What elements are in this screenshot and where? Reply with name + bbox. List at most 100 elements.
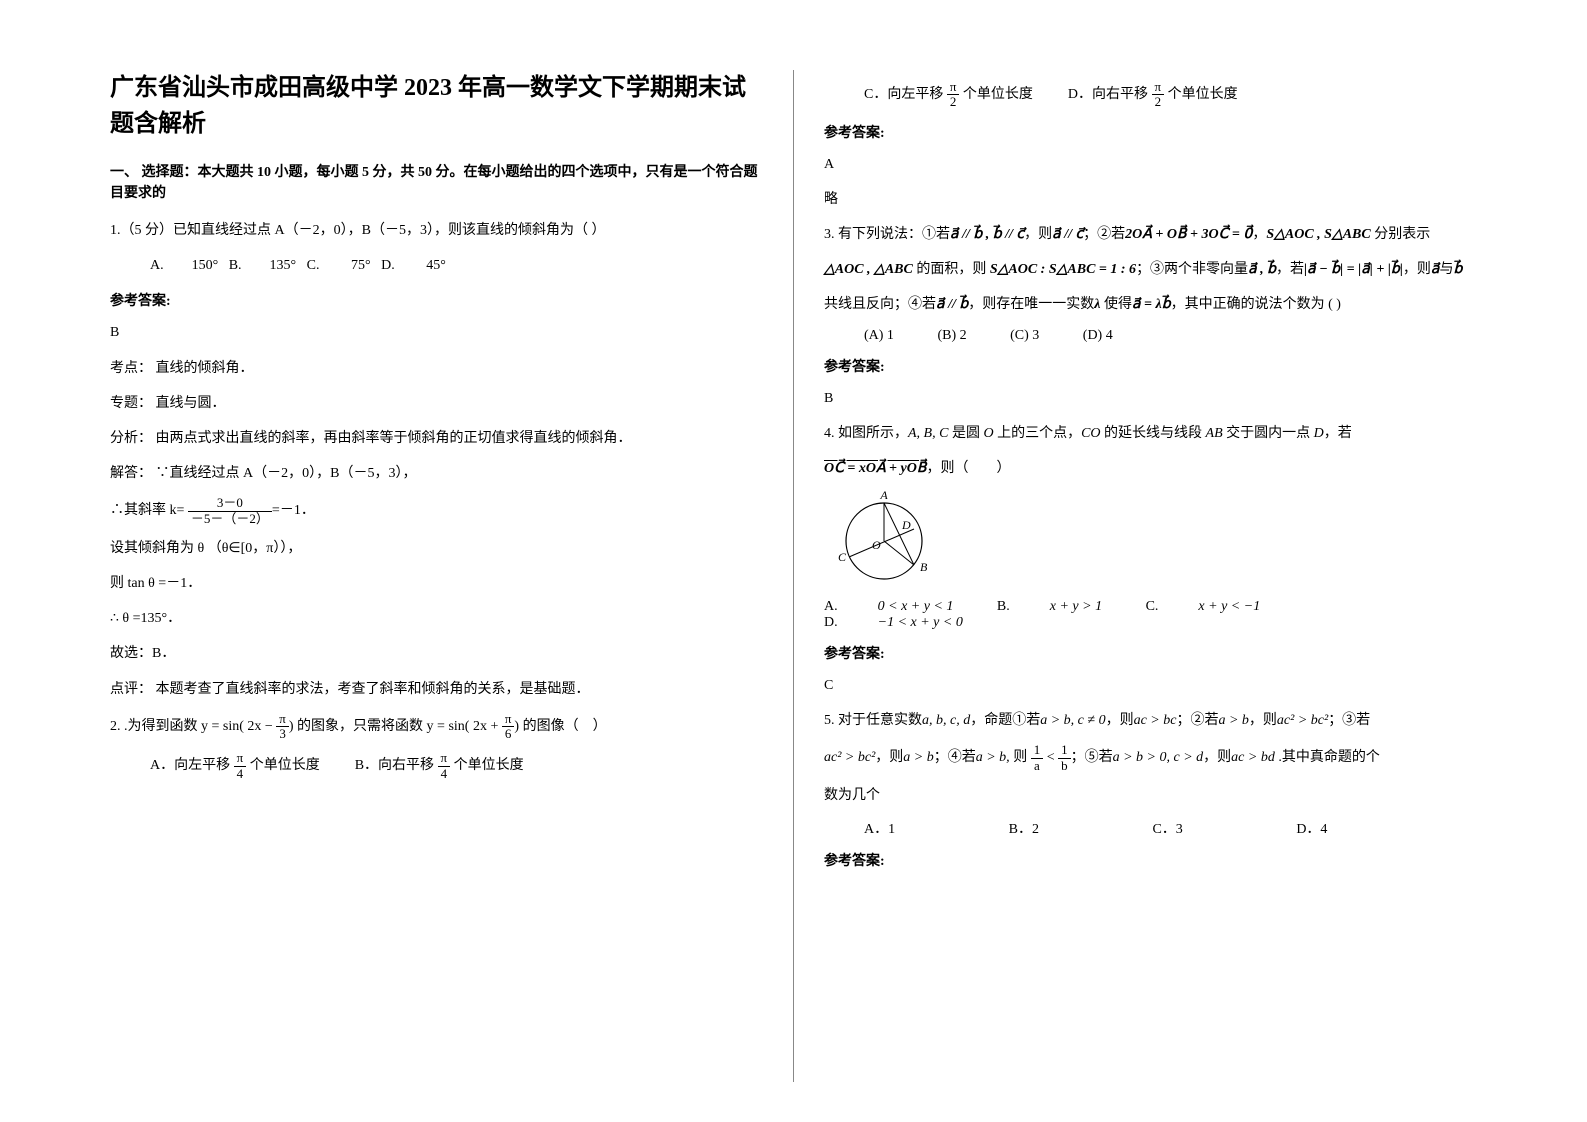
q5-p1e: ，则 [1249,713,1277,728]
q3-vab3: a⃗ [1431,262,1440,277]
q3-vab2: a⃗ , b⃗ [1248,262,1276,277]
q5-p2e: ，则 [1203,750,1231,765]
q3-p3a: 共线且反向；④若 [824,297,936,312]
q4-optC: C. x + y < −1 [1146,599,1261,615]
q5-frac-aden: a [1031,759,1044,773]
q2-f2b: ) [514,719,519,734]
q3-optB: (B) 2 [937,328,966,344]
q3-eq2: 2OA⃗ + OB⃗ + 3OC⃗ = 0⃗ [1125,227,1252,242]
q5-lt: < [1043,750,1058,765]
q4-p1d: 的延长线与线段 [1101,426,1206,441]
q4-d: D [1314,426,1324,441]
q5-r5: ac > bd [1231,750,1275,765]
q2-optA: A．向左平移 π4 个单位长度 [150,758,323,773]
q1-k-num: 3－0 [188,496,272,511]
q5-p2f: .其中真命题的个 [1275,750,1380,765]
q5-r2: ac² > bc² [1277,713,1328,728]
q2-f2a: y = sin( 2x + [427,719,499,734]
q5-c5: a > b > 0, c > d [1113,750,1204,765]
q3-p2d: ，若 [1276,262,1304,277]
q5-c2: a > b [1218,713,1248,728]
q2-optC-post: 个单位长度 [959,87,1033,102]
page-title: 广东省汕头市成田高级中学 2023 年高一数学文下学期期末试题含解析 [110,70,763,142]
q5-p2c: 则 [1010,750,1028,765]
q1-optA: A. 150° [150,258,218,273]
q3-p1b: ，则 [1024,227,1052,242]
q2-optA-pi: π [234,751,247,766]
q2-row2: C．向左平移 π2 个单位长度 D．向右平移 π2 个单位长度 [824,80,1477,110]
q4-label-o: O [872,538,881,552]
q1-options: A. 150° B. 135° C. 75° D. 45° [110,253,763,278]
q4-label-c: C [838,550,847,564]
q3-vab4: a⃗ // b⃗ [936,297,968,312]
q4-options: A. 0 < x + y < 1 B. x + y > 1 C. x + y <… [824,599,1477,631]
q2-optD-pre: D．向右平移 [1068,87,1152,102]
q5-frac-1b: 1 [1058,743,1071,758]
q1-optB: B. 135° [229,258,296,273]
q5-p1b: ，命题①若 [970,713,1040,728]
q2-optC: C．向左平移 π2 个单位长度 [864,87,1036,102]
q4-line1: 4. 如图所示，A, B, C 是圆 O 上的三个点，CO 的延长线与线段 AB… [824,421,1477,446]
q1-k-suffix: ． [301,503,315,518]
q1-k-den: －5－（－2） [188,512,272,526]
q1-line2: 专题： 直线与圆． [110,391,763,416]
q1-line4: 解答： ∵直线经过点 A（－2，0），B（－5，3）， [110,461,763,486]
q2-optC-pre: C．向左平移 [864,87,947,102]
q2-brief: 略 [824,187,1477,212]
q3-ratio: S△AOC : S△ABC = 1 : 6 [990,262,1136,277]
q4-p1c: 上的三个点， [994,426,1082,441]
q4-p1f: ，若 [1324,426,1352,441]
q1-line6: 则 tan θ =－1． [110,571,763,596]
q4-ab: AB [1206,426,1223,441]
section-head: 一、 选择题：本大题共 10 小题，每小题 5 分，共 50 分。在每小题给出的… [110,162,763,204]
q2-stem: 2. .为得到函数 y = sin( 2x − π 3 ) 的图象，只需将函数 … [110,712,763,742]
q1-stem: 1.（5 分）已知直线经过点 A（－2，0），B（－5，3），则该直线的倾斜角为… [110,218,763,243]
q4-p1b: 是圆 [948,426,983,441]
q4-optC-math: x + y < −1 [1198,599,1260,614]
q4-optB-pre: B. [997,599,1010,615]
q4-optD: D. −1 < x + y < 0 [824,615,963,631]
q4-answer: C [824,673,1477,698]
q2-f1a: y = sin( 2x − [201,719,273,734]
q1-answer-label: 参考答案: [110,290,763,310]
q4-eq: OC⃗ = xOA⃗ + yOB⃗ [824,461,926,476]
q5-r1: ac > bc [1134,713,1177,728]
q3-p1d: ， [1252,227,1266,242]
q2-answer: A [824,152,1477,177]
q2-optC-pi: π [947,80,960,95]
q3-optC: (C) 3 [1010,328,1039,344]
q5-c1: a > b, c ≠ 0 [1040,713,1105,728]
q4-co: CO [1081,426,1100,441]
q3-p2c: ；③两个非零向量 [1136,262,1248,277]
q3-answer-label: 参考答案: [824,356,1477,376]
q5-c4: a > b, [976,750,1010,765]
q5-frac-b: 1b [1058,743,1071,773]
q3-p1c: ；②若 [1083,227,1125,242]
q2-optC-den: 2 [947,95,960,109]
q4-optA: A. 0 < x + y < 1 [824,599,953,615]
q2-optD-post: 个单位长度 [1164,87,1238,102]
q5-p1a: 5. 对于任意实数 [824,713,922,728]
q5-options: A．1 B．2 C．3 D．4 [824,818,1477,838]
q5-optC: C．3 [1152,818,1182,838]
q3-line2: △AOC , △ABC 的面积，则 S△AOC : S△ABC = 1 : 6；… [824,257,1477,282]
q1-optD: D. 45° [381,258,446,273]
q2-optB-frac: π4 [438,751,451,781]
q5-p1d: ；②若 [1176,713,1218,728]
q5-frac-a: 1a [1031,743,1044,773]
q4-diagram: A B C O D [824,491,954,591]
q5-optD: D．4 [1296,818,1327,838]
q5-p1c: ，则 [1106,713,1134,728]
q4-optA-math: 0 < x + y < 1 [878,599,954,614]
q5-p2b: ；④若 [934,750,976,765]
q5-p2d: ；⑤若 [1071,750,1113,765]
q1-answer: B [110,320,763,345]
q4-p1e: 交于圆内一点 [1223,426,1314,441]
q2-optD-frac: π2 [1152,80,1165,110]
q2-f1b: ) [289,719,294,734]
q5-optA: A．1 [864,818,895,838]
q3-p2a: △AOC , △ABC [824,262,913,277]
q5-frac-1a: 1 [1031,743,1044,758]
q5-line3: 数为几个 [824,783,1477,808]
q3-p2f: 与 [1440,262,1454,277]
